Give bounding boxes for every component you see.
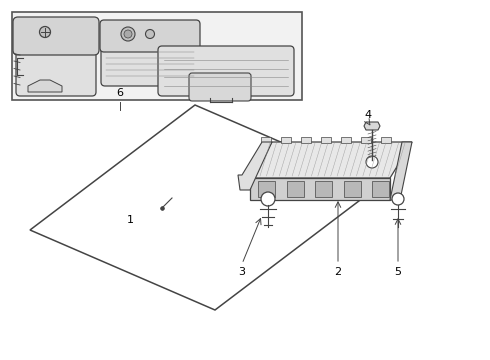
Circle shape — [146, 30, 154, 39]
FancyBboxPatch shape — [16, 20, 96, 96]
Text: 4: 4 — [365, 110, 371, 120]
Circle shape — [392, 193, 404, 205]
Text: 1: 1 — [126, 215, 133, 225]
Polygon shape — [250, 178, 390, 200]
Circle shape — [121, 27, 135, 41]
Circle shape — [261, 192, 275, 206]
Bar — [281, 137, 291, 143]
Circle shape — [124, 30, 132, 38]
Bar — [12, 12, 302, 100]
Polygon shape — [364, 122, 380, 130]
Bar — [301, 137, 311, 143]
FancyBboxPatch shape — [100, 20, 200, 52]
Text: 6: 6 — [117, 88, 123, 98]
FancyBboxPatch shape — [158, 46, 294, 96]
FancyBboxPatch shape — [101, 28, 199, 86]
Text: 5: 5 — [394, 267, 401, 277]
FancyBboxPatch shape — [189, 73, 251, 101]
FancyBboxPatch shape — [13, 17, 99, 55]
Circle shape — [40, 27, 50, 37]
Polygon shape — [390, 142, 412, 200]
Text: 3: 3 — [239, 267, 245, 277]
Bar — [315, 181, 332, 197]
Bar — [287, 181, 303, 197]
Text: 2: 2 — [335, 267, 342, 277]
Bar — [258, 181, 275, 197]
Bar — [381, 137, 391, 143]
Polygon shape — [28, 80, 62, 92]
Circle shape — [366, 156, 378, 168]
Polygon shape — [250, 142, 412, 178]
Polygon shape — [238, 142, 272, 190]
Bar — [372, 181, 389, 197]
Bar — [361, 137, 371, 143]
Bar — [321, 137, 331, 143]
Bar — [261, 137, 271, 143]
Bar — [341, 137, 351, 143]
Bar — [343, 181, 361, 197]
